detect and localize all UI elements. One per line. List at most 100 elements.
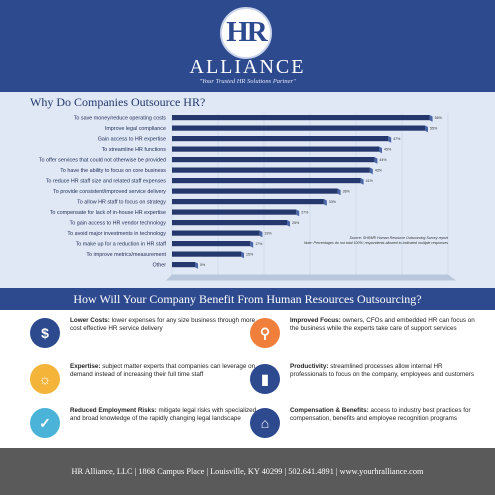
benefit-text: Productivity: streamlined processes allo…: [290, 363, 480, 379]
category-label: To reduce HR staff size and related staf…: [46, 179, 167, 185]
value-label: 44%: [379, 158, 387, 162]
category-label: To offer services that could not otherwi…: [39, 158, 166, 164]
chart-title: Why Do Companies Outsource HR?: [30, 95, 206, 109]
bar: [172, 167, 370, 173]
x-tick-label: 40%: [352, 285, 360, 286]
bar-side: [323, 199, 327, 206]
bar-side: [195, 262, 198, 269]
value-label: 19%: [264, 232, 272, 236]
benefit-item: ▮ Productivity: streamlined processes all…: [250, 362, 475, 398]
category-label: Gain access to HR expertise: [98, 137, 166, 143]
benefit-description: access to industry best practices for co…: [290, 407, 471, 422]
x-tick-label: 10%: [214, 285, 222, 286]
bar-side: [374, 157, 378, 164]
logo-monogram: HR: [226, 16, 268, 48]
bar: [172, 146, 379, 152]
tagline: "Your Trusted HR Solutions Partner": [199, 78, 296, 85]
lightbulb-icon: ☼: [30, 364, 60, 394]
bar-side: [388, 136, 392, 143]
value-label: 27%: [301, 211, 309, 215]
bar: [172, 230, 260, 236]
value-label: 36%: [343, 190, 351, 194]
bar-side: [425, 125, 428, 133]
bar-side: [241, 251, 244, 259]
bar-side: [259, 230, 263, 238]
checklist-icon: ✓: [30, 408, 60, 438]
outsourcing-reasons-chart: 0% 10% 20% 30% 40% 50% 60% To save money/reduce…: [39, 113, 456, 286]
chart-note: Note: Percentages do not total 100%; res…: [304, 241, 448, 245]
benefit-heading: Expertise:: [70, 363, 101, 370]
chart-floor: [166, 274, 456, 281]
benefit-text: Expertise: subject matter experts that c…: [70, 363, 260, 379]
bar-side: [296, 209, 300, 217]
value-label: 47%: [393, 137, 401, 141]
benefit-heading: Reduced Employment Risks:: [70, 407, 157, 414]
x-tick-label: 60%: [444, 285, 452, 286]
benefit-description: streamlined processes allow internal HR …: [290, 363, 474, 378]
bar-side: [429, 115, 433, 122]
bar: [172, 115, 430, 121]
bar-side: [337, 188, 341, 196]
x-tick-label: 50%: [398, 285, 406, 286]
magnifier-icon: ⚲: [250, 318, 280, 348]
chart-source: Source: SHRM® Human Resource Outsourcing…: [349, 236, 449, 240]
value-label: 15%: [246, 253, 254, 257]
bar: [172, 220, 287, 226]
x-tick-label: 0%: [169, 285, 175, 286]
benefit-heading: Lower Costs:: [70, 317, 110, 324]
benefit-description: mitigate legal risks with specialized an…: [70, 407, 257, 422]
value-label: 43%: [375, 169, 383, 173]
category-label: Other: [153, 263, 167, 269]
gift-icon: ⌂: [250, 408, 280, 438]
category-label: Improve legal compliance: [105, 126, 166, 132]
bar: [172, 262, 195, 268]
category-label: To streamline HR functions: [102, 147, 167, 153]
bar: [172, 157, 375, 163]
bar: [172, 251, 241, 257]
value-label: 55%: [430, 127, 438, 131]
footer-contact: HR Alliance, LLC | 1868 Campus Place | L…: [0, 448, 495, 495]
benefit-heading: Improved Focus:: [290, 317, 341, 324]
bar: [172, 136, 389, 142]
value-label: 33%: [329, 200, 337, 204]
bar-side: [369, 167, 373, 175]
bar-side: [250, 241, 254, 248]
value-label: 41%: [366, 179, 374, 183]
benefit-item: ☼ Expertise: subject matter experts that …: [30, 362, 255, 398]
header: HR ALLIANCE "Your Trusted HR Solutions P…: [0, 0, 495, 92]
benefit-item: ⚲ Improved Focus: owners, CFOs and embedd…: [250, 316, 475, 352]
value-label: 56%: [435, 116, 443, 120]
category-label: To improve metrics/measurement: [86, 252, 166, 258]
benefit-text: Compensation & Benefits: access to indus…: [290, 407, 480, 423]
benefit-heading: Productivity:: [290, 363, 329, 370]
benefit-item: ✓ Reduced Employment Risks: mitigate lega…: [30, 406, 256, 442]
bar: [172, 199, 324, 205]
value-label: 17%: [255, 242, 263, 246]
benefit-text: Improved Focus: owners, CFOs and embedde…: [290, 317, 480, 333]
logo-emblem: HR: [220, 7, 272, 59]
category-label: To avoid major investments in technology: [67, 231, 166, 237]
category-label: To provide consistent/improved service d…: [53, 189, 166, 195]
bar-side: [379, 146, 382, 154]
benefit-text: Lower Costs: lower expenses for any size…: [70, 317, 260, 333]
category-label: To save money/reduce operating costs: [74, 116, 167, 122]
benefit-heading: Compensation & Benefits:: [290, 407, 369, 414]
value-label: 45%: [384, 148, 392, 152]
bar-side: [360, 178, 364, 185]
category-label: To have the ability to focus on core bus…: [60, 168, 166, 174]
x-tick-label: 30%: [306, 285, 314, 286]
benefit-description: subject matter experts that companies ca…: [70, 363, 256, 378]
bar: [172, 241, 251, 247]
brand-name: ALLIANCE: [189, 56, 306, 78]
benefit-description: owners, CFOs and embedded HR can focus o…: [290, 317, 475, 332]
benefit-text: Reduced Employment Risks: mitigate legal…: [70, 407, 260, 423]
value-label: 5%: [200, 263, 206, 267]
dollar-icon: $: [30, 318, 60, 348]
bar-side: [287, 220, 290, 227]
category-label: To compensate for lack of in-house HR ex…: [50, 210, 166, 216]
bar: [172, 178, 361, 184]
bar: [172, 188, 338, 194]
value-label: 25%: [292, 221, 300, 225]
bar-chart-icon: ▮: [250, 364, 280, 394]
